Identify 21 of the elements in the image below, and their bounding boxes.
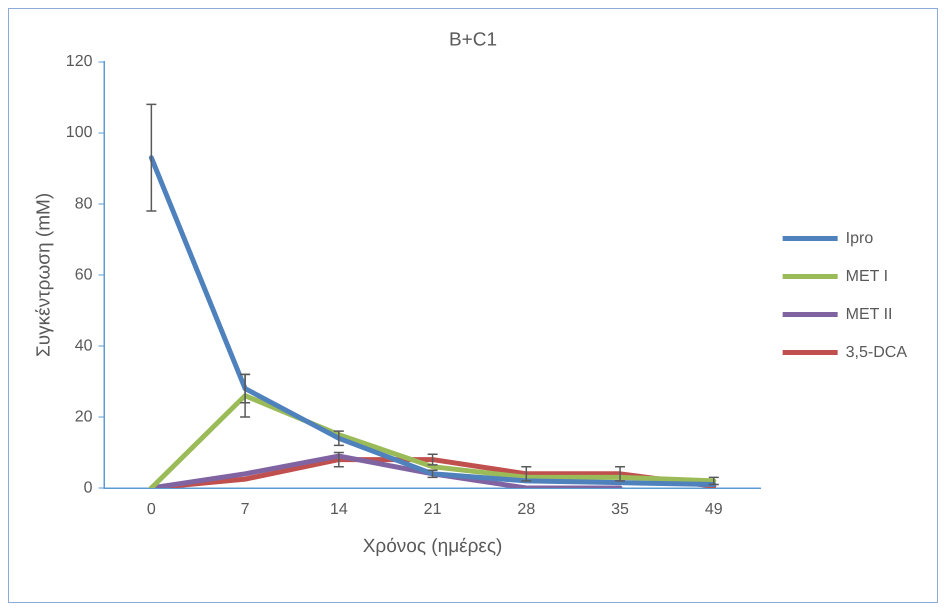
y-axis-title: Συγκέντρωση (mM) — [34, 192, 55, 357]
legend-label: 3,5-DCA — [846, 344, 908, 361]
y-tick-label: 0 — [84, 479, 93, 496]
x-axis-title: Χρόνος (ημέρες) — [362, 536, 502, 557]
legend-label: Ipro — [846, 230, 874, 247]
legend-label: MET I — [846, 268, 888, 285]
y-tick-label: 100 — [66, 124, 93, 142]
y-tick-label: 20 — [74, 408, 93, 426]
y-tick-label: 60 — [74, 266, 93, 284]
y-tick-label: 40 — [74, 337, 93, 354]
y-tick-label: 120 — [66, 53, 93, 70]
y-tick-label: 80 — [74, 195, 93, 212]
x-tick-label: 49 — [704, 501, 723, 518]
x-tick-label: 28 — [517, 501, 536, 518]
x-tick-label: 7 — [240, 501, 250, 518]
x-tick-label: 21 — [424, 501, 442, 518]
x-tick-label: 35 — [611, 501, 630, 518]
x-tick-label: 14 — [330, 501, 348, 518]
legend-label: MET II — [846, 306, 892, 323]
x-tick-label: 0 — [146, 501, 156, 518]
chart-title: B+C1 — [448, 30, 498, 51]
